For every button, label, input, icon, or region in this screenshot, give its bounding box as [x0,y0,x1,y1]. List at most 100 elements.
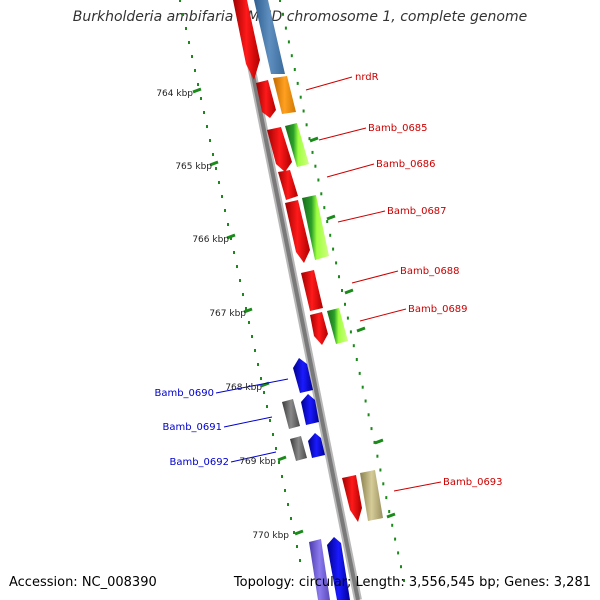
scale-dot [282,12,284,16]
scale-dot [272,433,274,436]
scale-dot [194,69,196,72]
scale-dot [230,237,232,240]
scale-dot [254,349,256,352]
scale-dot [287,503,289,506]
gene-arrow-red[interactable] [233,0,260,80]
scale-dot [236,265,238,268]
scale-dot [314,164,317,168]
scale-dot [346,316,349,320]
scale-dot [335,261,338,265]
scale-label: 766 kbp [192,235,229,245]
gene-block-green[interactable] [285,123,309,167]
scale-dot [233,251,235,254]
scale-dot [263,391,265,394]
scale-dot [248,321,250,324]
gene-label-nrdR[interactable]: nrdR [355,72,379,83]
gene-arrow-red[interactable] [310,312,328,345]
scale-dot [341,289,343,292]
gene-arrow-red[interactable] [285,200,310,263]
gene-arrow-red[interactable] [267,127,292,172]
outer-tick [344,288,354,295]
scale-dot [266,405,268,408]
chromosome-backbone-core [236,0,360,600]
genome-summary-text: Topology: circular; Length: 3,556,545 bp… [233,575,591,590]
outer-tick [374,438,384,445]
gene-label-bamb-0688[interactable]: Bamb_0688 [400,266,460,277]
gene-label-bamb-0693[interactable]: Bamb_0693 [443,477,503,488]
gene-arrow-blue[interactable] [327,537,350,600]
gene-label-bamb-0686[interactable]: Bamb_0686 [376,159,436,170]
scale-dot [400,565,402,569]
gene-block-gray[interactable] [290,436,307,461]
gene-block-violet[interactable] [309,539,330,600]
scale-dot [364,399,367,403]
gene-label-bamb-0691[interactable]: Bamb_0691 [162,422,222,433]
scale-dot [293,68,296,71]
gene-labels: nrdR Bamb_0685 Bamb_0686 Bamb_0687 Bamb_… [154,72,502,488]
scale-dot [224,209,226,212]
gene-arrow-red[interactable] [256,80,276,118]
scale-label: 769 kbp [239,457,276,467]
scale-dot [352,344,355,348]
scale-dot [329,233,332,237]
scale-dot [242,293,244,296]
gene-arrow-blue[interactable] [301,394,319,425]
gene-arrow-blue[interactable] [293,358,313,393]
scale-dot [376,454,379,458]
scale-dot [257,363,259,366]
accession-text: Accession: NC_008390 [9,575,157,590]
gene-block-tan[interactable] [360,470,383,521]
gene-features [233,0,383,600]
scale-label: 767 kbp [209,309,246,319]
scale-tick [209,160,219,167]
gene-arrow-blue[interactable] [308,433,325,458]
scale-dot [296,81,299,85]
scale-label: 770 kbp [252,531,289,541]
gene-label-bamb-0689[interactable]: Bamb_0689 [408,304,468,315]
gene-label-bamb-0687[interactable]: Bamb_0687 [387,206,447,217]
scale-tick [277,455,287,462]
scale-dot [320,192,323,196]
scale-dot [299,559,301,562]
gene-label-bamb-0690[interactable]: Bamb_0690 [154,388,214,399]
gene-block-orange[interactable] [273,76,296,114]
scale-dot [296,545,298,548]
gene-label-bamb-0685[interactable]: Bamb_0685 [368,123,428,134]
outer-tick [326,214,336,221]
scale-dot [251,335,253,338]
scale-dot [308,137,311,141]
scale-dot [349,330,352,334]
scale-dot [279,0,281,2]
gene-arrow-red[interactable] [342,475,362,522]
scale-tick [243,307,253,314]
label-leaders [215,76,442,492]
scale-labels: 764 kbp 765 kbp 766 kbp 767 kbp 768 kbp … [156,89,289,541]
scale-dot [332,247,335,251]
gene-block-green[interactable] [302,195,329,260]
scale-dot [221,195,223,198]
scale-dot [179,0,181,2]
scale-dot [182,13,184,16]
scale-dot [355,358,358,361]
outer-tick [309,136,319,143]
scale-dot [200,97,202,100]
scale-dot [391,523,394,527]
scale-dot [278,461,280,464]
gene-label-bamb-0692[interactable]: Bamb_0692 [169,457,229,468]
scale-label: 768 kbp [225,383,262,393]
gene-block-green[interactable] [327,308,348,344]
gene-block-steel[interactable] [254,0,285,74]
scale-dot [385,496,388,500]
gene-block-red[interactable] [301,270,323,311]
scale-dot [290,517,292,520]
gene-block-gray[interactable] [282,399,300,429]
outer-dotted-line [279,0,405,582]
gene-block-red[interactable] [278,170,298,200]
scale-dot [394,537,397,541]
scale-dot [212,153,214,156]
scale-dot [317,178,320,182]
scale-dot [281,475,283,478]
scale-tick [192,87,202,94]
scale-dot [302,109,305,113]
scale-dot [245,307,247,310]
